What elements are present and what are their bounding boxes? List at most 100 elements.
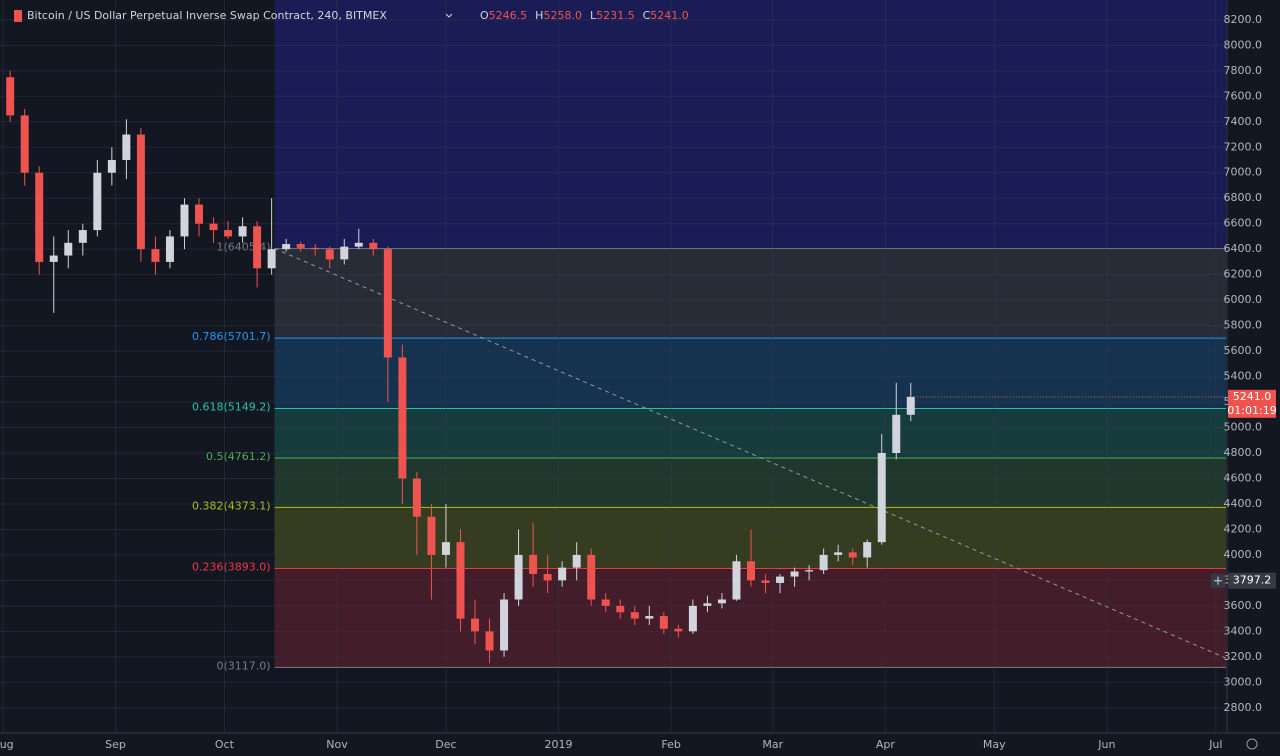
fib-zone xyxy=(274,568,1226,668)
ohlc-value: 5241.0 xyxy=(650,9,689,22)
y-tick-label: 3400.0 xyxy=(1224,624,1263,637)
candle-body xyxy=(776,576,785,583)
candle-body xyxy=(165,236,174,262)
plot-area: 1(6405.4)0.786(5701.7)0.618(5149.2)0.5(4… xyxy=(0,0,1227,733)
y-tick-label: 5600.0 xyxy=(1224,344,1263,357)
x-tick-label: Jul xyxy=(1208,738,1222,751)
crosshair-plus[interactable] xyxy=(1214,576,1222,585)
legend-header: Bitcoin / US Dollar Perpetual Inverse Sw… xyxy=(14,9,689,22)
y-tick-label: 4400.0 xyxy=(1224,497,1263,510)
candle-body xyxy=(630,612,639,619)
candle-body xyxy=(717,599,726,604)
y-tick-label: 8200.0 xyxy=(1224,13,1263,26)
x-tick-label: Sep xyxy=(105,738,126,751)
candle-body xyxy=(354,242,363,247)
candle-body xyxy=(427,516,436,555)
ohlc-value: 5258.0 xyxy=(543,9,582,22)
fib-zone xyxy=(274,408,1226,458)
y-tick-label: 4200.0 xyxy=(1224,522,1263,535)
candle-body xyxy=(151,249,160,262)
y-tick-label: 5000.0 xyxy=(1224,421,1263,434)
candle-body xyxy=(136,134,145,250)
candle-body xyxy=(616,605,625,613)
candle-body xyxy=(558,567,567,581)
crosshair-price-label: 3797.2 xyxy=(1233,574,1272,587)
x-tick-label: May xyxy=(983,738,1006,751)
candle-body xyxy=(296,244,305,248)
fib-level-label: 0.382(4373.1) xyxy=(192,499,271,512)
candle-body xyxy=(892,414,901,453)
candle-body xyxy=(805,570,814,572)
last-price-label: 5241.0 xyxy=(1233,390,1272,403)
candle-body xyxy=(834,552,843,555)
x-tick-label: Oct xyxy=(215,738,235,751)
y-tick-label: 6200.0 xyxy=(1224,268,1263,281)
x-tick-label: Jun xyxy=(1097,738,1115,751)
candle-body xyxy=(412,478,421,517)
y-tick-label: 3600.0 xyxy=(1224,599,1263,612)
fib-zone xyxy=(274,338,1226,409)
candle-body xyxy=(863,542,872,558)
candle-body xyxy=(485,631,494,651)
candle-body xyxy=(688,605,697,632)
y-tick-label: 3000.0 xyxy=(1224,675,1263,688)
candle-body xyxy=(674,628,683,632)
candle-body xyxy=(107,160,116,173)
candle-body xyxy=(747,561,755,581)
candle-body xyxy=(78,230,87,243)
candle-body xyxy=(64,242,73,256)
candle-body xyxy=(703,603,712,606)
candle-body xyxy=(180,204,189,237)
candle-body xyxy=(645,616,654,619)
y-tick-label: 6800.0 xyxy=(1224,191,1263,204)
candle-body xyxy=(35,172,44,262)
candle-body xyxy=(441,542,450,555)
candle-body xyxy=(543,574,552,581)
fib-level-label: 0.5(4761.2) xyxy=(206,450,271,463)
candle-body xyxy=(819,554,828,571)
candle-body xyxy=(572,554,581,568)
candle-body xyxy=(587,554,596,600)
y-tick-label: 2800.0 xyxy=(1224,701,1263,714)
y-tick-label: 5800.0 xyxy=(1224,319,1263,332)
candle-body xyxy=(20,115,29,173)
candle-body xyxy=(848,552,857,558)
y-tick-label: 3200.0 xyxy=(1224,650,1263,663)
candle-body xyxy=(906,396,915,415)
candle-body xyxy=(369,242,378,250)
x-tick-label: Nov xyxy=(326,738,348,751)
last-price-box xyxy=(1228,389,1276,418)
fib-level-label: 0.786(5701.7) xyxy=(192,330,271,343)
x-tick-label: Dec xyxy=(435,738,456,751)
y-tick-label: 4000.0 xyxy=(1224,548,1263,561)
crosshair-price-box xyxy=(1228,572,1276,589)
candle-body xyxy=(659,616,668,629)
ohlc-key: C xyxy=(643,9,651,22)
settings-button[interactable] xyxy=(1246,738,1258,750)
fib-zone xyxy=(274,457,1226,508)
y-tick-label: 4800.0 xyxy=(1224,446,1263,459)
candle-body xyxy=(383,249,392,358)
candle-body xyxy=(398,357,407,479)
x-tick-label: Mar xyxy=(762,738,783,751)
candle-body xyxy=(761,580,770,583)
candle-body xyxy=(49,255,58,262)
x-tick-label: Apr xyxy=(876,738,896,751)
candle-body xyxy=(601,599,610,606)
ohlc-value: 5246.5 xyxy=(489,9,528,22)
ohlc-key: H xyxy=(535,9,543,22)
candle-body xyxy=(325,249,334,260)
candle-body xyxy=(122,134,131,161)
candle-body xyxy=(195,204,204,224)
candle-body xyxy=(877,452,886,543)
candle-body xyxy=(93,172,102,231)
candle-body xyxy=(471,618,479,632)
ohlc-key: L xyxy=(590,9,597,22)
y-tick-label: 8000.0 xyxy=(1224,38,1263,51)
candle-body xyxy=(282,244,291,250)
candle-body xyxy=(6,77,15,116)
symbol-dropdown[interactable] xyxy=(445,13,453,18)
candle-body xyxy=(514,554,523,600)
